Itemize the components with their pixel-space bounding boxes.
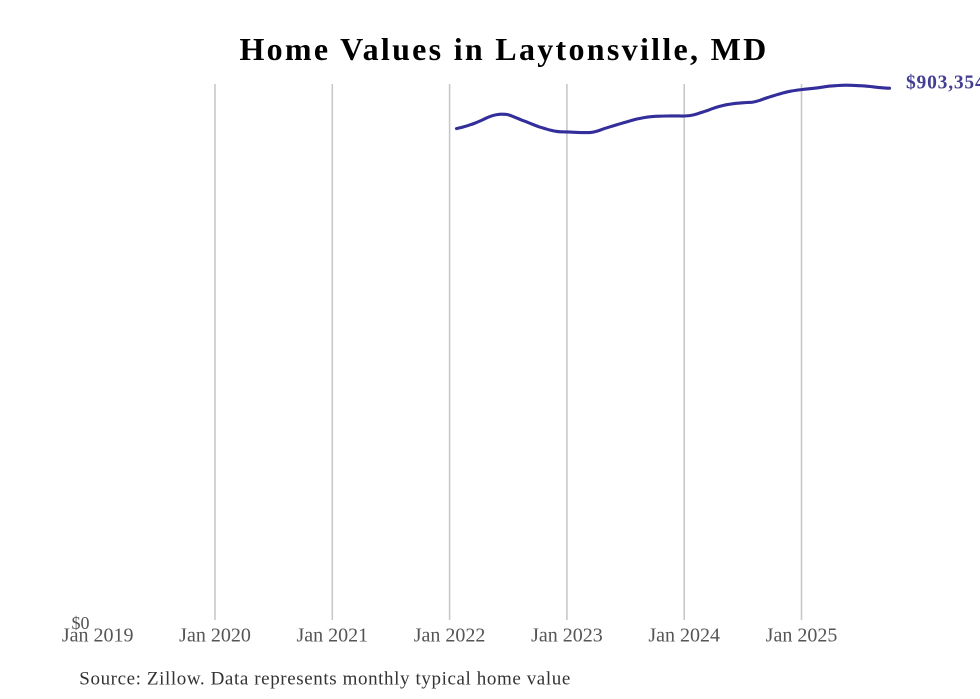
svg-text:Jan 2019: Jan 2019 (62, 625, 134, 647)
svg-text:$903,354: $903,354 (906, 72, 980, 93)
svg-text:Jan 2020: Jan 2020 (179, 625, 251, 647)
svg-text:$0: $0 (72, 613, 90, 633)
svg-text:Jan 2022: Jan 2022 (414, 625, 486, 647)
svg-text:Source: Zillow. Data represent: Source: Zillow. Data represents monthly … (79, 669, 571, 690)
svg-text:Jan 2021: Jan 2021 (296, 625, 368, 647)
svg-text:Jan 2025: Jan 2025 (766, 625, 838, 647)
svg-text:Jan 2023: Jan 2023 (531, 625, 603, 647)
svg-text:Jan 2024: Jan 2024 (648, 625, 720, 647)
svg-text:Home Values in Laytonsville, M: Home Values in Laytonsville, MD (239, 31, 768, 67)
